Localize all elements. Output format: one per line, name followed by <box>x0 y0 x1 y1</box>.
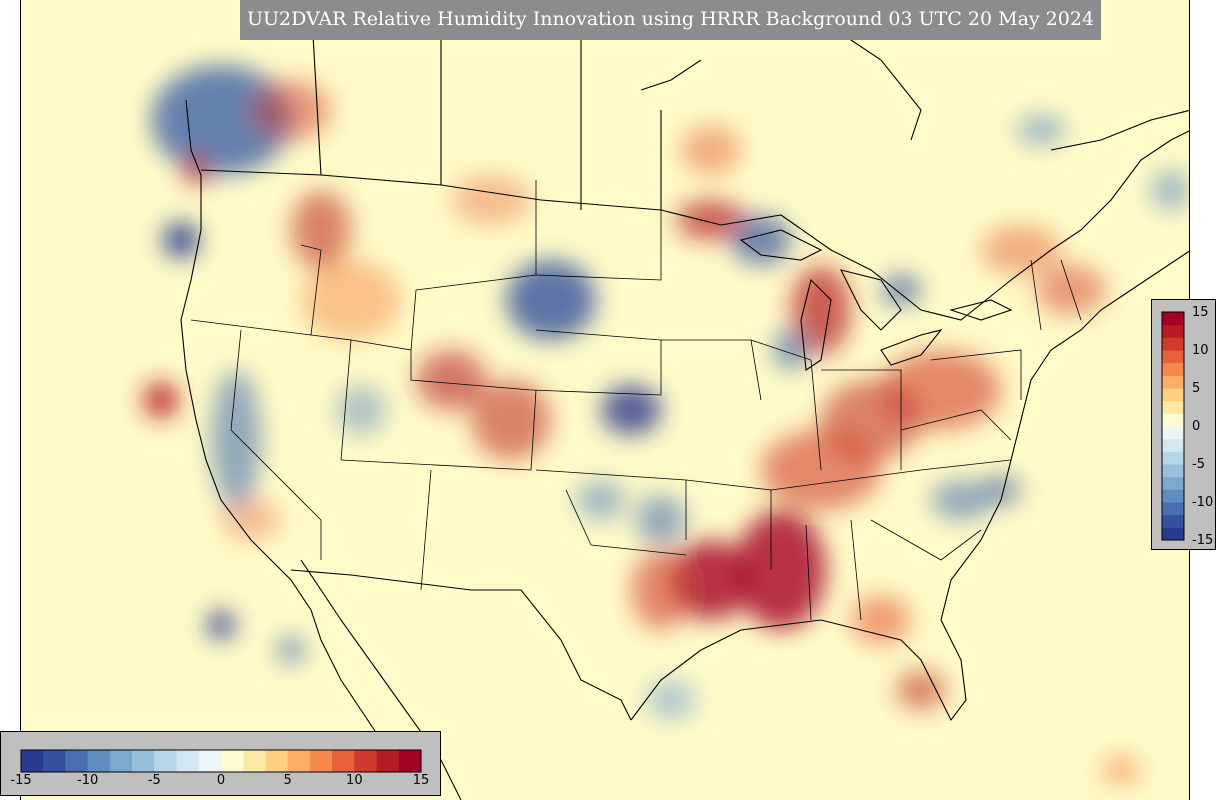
vertical-colorbar-scale <box>1161 311 1185 541</box>
vertical-colorbar-tick-label: 5 <box>1192 381 1201 396</box>
vertical-colorbar-tick-label: -5 <box>1192 457 1205 472</box>
vertical-colorbar-swatch <box>1162 489 1184 503</box>
horizontal-colorbar-swatch <box>198 750 222 772</box>
vertical-colorbar-swatch <box>1162 312 1184 326</box>
horizontal-colorbar-tick-label: -5 <box>147 773 161 788</box>
horizontal-colorbar-swatch <box>176 750 200 772</box>
map-area <box>20 0 1190 800</box>
horizontal-colorbar-tick-label: 0 <box>216 773 226 788</box>
horizontal-colorbar-tick-label: 10 <box>346 773 363 788</box>
horizontal-colorbar-tick-label: 5 <box>283 773 292 788</box>
vertical-colorbar-tick-label: 10 <box>1192 343 1209 358</box>
vertical-colorbar-swatch <box>1162 362 1184 376</box>
vertical-colorbar-swatch <box>1162 375 1184 389</box>
horizontal-colorbar-scale <box>20 749 422 773</box>
vertical-colorbar-outline <box>1161 311 1185 541</box>
horizontal-colorbar-tick-label: -10 <box>77 773 99 788</box>
horizontal-colorbar-swatch <box>243 750 266 772</box>
vertical-colorbar-swatch <box>1162 350 1184 364</box>
horizontal-colorbar-swatch <box>65 750 89 772</box>
horizontal-colorbar-swatch <box>376 750 400 772</box>
vertical-colorbar-tick-label: 0 <box>1192 419 1201 434</box>
map-title: UU2DVAR Relative Humidity Innovation usi… <box>240 0 1101 40</box>
vertical-colorbar-swatch <box>1162 527 1184 541</box>
horizontal-colorbar-swatch <box>265 750 289 772</box>
horizontal-colorbar-swatch <box>132 750 155 772</box>
horizontal-colorbar-swatch <box>287 750 311 772</box>
horizontal-colorbar-swatch <box>21 750 44 772</box>
vertical-colorbar-tick-label: -10 <box>1192 495 1214 510</box>
horizontal-colorbar-swatch <box>43 750 66 772</box>
horizontal-colorbar-swatch <box>354 750 378 772</box>
horizontal-colorbar: -15 -10 -5 0 5 10 15 <box>0 731 441 796</box>
vertical-colorbar-swatch <box>1162 388 1184 402</box>
state-borders <box>190 180 1082 621</box>
vertical-colorbar-swatch <box>1162 514 1184 528</box>
vertical-colorbar-swatch <box>1162 426 1184 440</box>
horizontal-colorbar-swatch <box>87 750 111 772</box>
vertical-colorbar-swatch <box>1162 502 1184 516</box>
innovation-field-map <box>21 0 1189 800</box>
horizontal-colorbar-tick-label: -15 <box>10 773 32 788</box>
vertical-colorbar: -15 -10 -5 0 5 10 15 <box>1151 299 1216 550</box>
horizontal-colorbar-outline <box>20 749 422 773</box>
coastlines-and-borders <box>180 0 1189 800</box>
vertical-colorbar-swatch <box>1162 400 1184 414</box>
horizontal-colorbar-swatch <box>221 750 244 772</box>
horizontal-colorbar-swatch <box>398 750 422 772</box>
vertical-colorbar-swatch <box>1162 337 1184 351</box>
vertical-colorbar-swatch <box>1162 451 1184 465</box>
vertical-colorbar-swatch <box>1162 438 1184 452</box>
vertical-colorbar-tick-label: -15 <box>1192 533 1214 548</box>
humidity-innovation-field <box>143 65 1189 785</box>
horizontal-colorbar-swatch <box>154 750 178 772</box>
vertical-colorbar-swatch <box>1162 413 1184 427</box>
horizontal-colorbar-tick-label: 15 <box>412 773 430 788</box>
vertical-colorbar-swatch <box>1162 476 1184 490</box>
vertical-colorbar-swatch <box>1162 324 1184 338</box>
vertical-colorbar-swatch <box>1162 464 1184 478</box>
horizontal-colorbar-swatch <box>109 750 133 772</box>
vertical-colorbar-tick-label: 15 <box>1192 305 1209 320</box>
horizontal-colorbar-swatch <box>309 750 333 772</box>
horizontal-colorbar-swatch <box>332 750 355 772</box>
